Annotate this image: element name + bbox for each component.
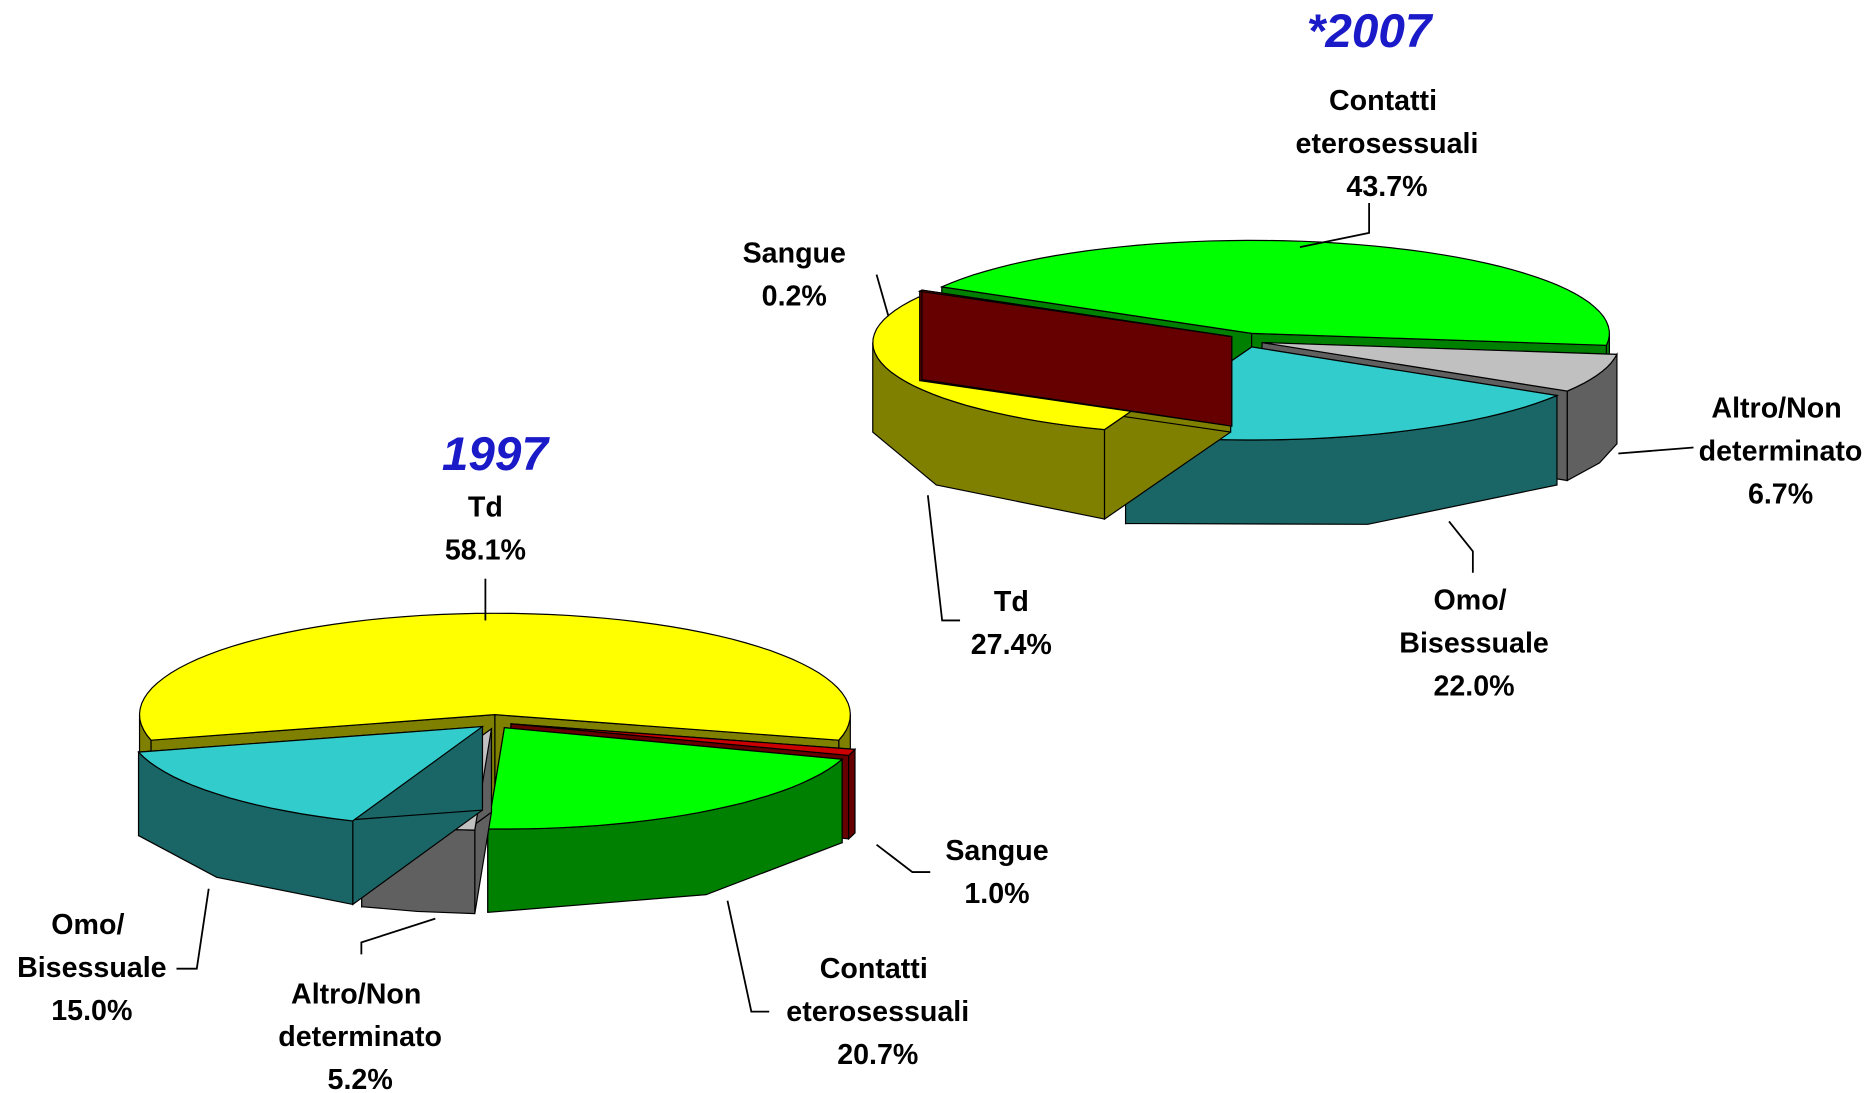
slice-top <box>138 612 851 741</box>
slice-top <box>939 239 1610 346</box>
chart-title: *2007 <box>1307 5 1434 58</box>
leader-line <box>1299 203 1371 249</box>
slice-top <box>510 723 857 757</box>
slice-label: Sangue <box>743 238 846 270</box>
slice-label: Td <box>468 492 503 524</box>
slice-label: Omo/ Bisessuale <box>17 909 167 984</box>
slice-label: Sangue <box>945 835 1048 867</box>
value-label: 0.2% <box>762 281 827 313</box>
slice <box>487 727 844 914</box>
value-label: 15.0% <box>51 995 132 1027</box>
slice-label: Altro/Non determinato <box>278 978 442 1053</box>
leader-line <box>726 900 770 1013</box>
chart-title: 1997 <box>442 428 551 481</box>
slice <box>917 289 1233 427</box>
value-label: 5.2% <box>328 1064 393 1093</box>
leader-line <box>1618 446 1694 455</box>
slice-label: Contatti eterosessuali <box>786 953 969 1028</box>
slice <box>137 725 485 906</box>
leader-line <box>176 888 210 970</box>
slice-side <box>848 747 856 841</box>
leader-line <box>875 274 890 317</box>
slice-label: Td <box>994 586 1029 618</box>
slice-top <box>137 725 485 822</box>
value-label: 22.0% <box>1433 671 1514 703</box>
slice-top <box>1261 341 1618 392</box>
value-label: 6.7% <box>1748 479 1813 511</box>
value-label: 58.1% <box>445 535 526 567</box>
value-label: 27.4% <box>971 629 1052 661</box>
leader-line <box>360 917 436 955</box>
value-label: 20.7% <box>837 1039 918 1071</box>
leader-line <box>926 495 961 622</box>
slice-label: Contatti eterosessuali <box>1296 85 1479 160</box>
slice-top <box>917 289 1232 338</box>
slice-label: Omo/ Bisessuale <box>1399 585 1549 660</box>
leader-line <box>1448 520 1474 573</box>
slice-label: Altro/Non determinato <box>1699 393 1863 468</box>
value-label: 1.0% <box>964 878 1029 910</box>
value-label: 43.7% <box>1346 171 1427 203</box>
leader-line <box>876 843 931 873</box>
slice-top <box>487 727 844 830</box>
